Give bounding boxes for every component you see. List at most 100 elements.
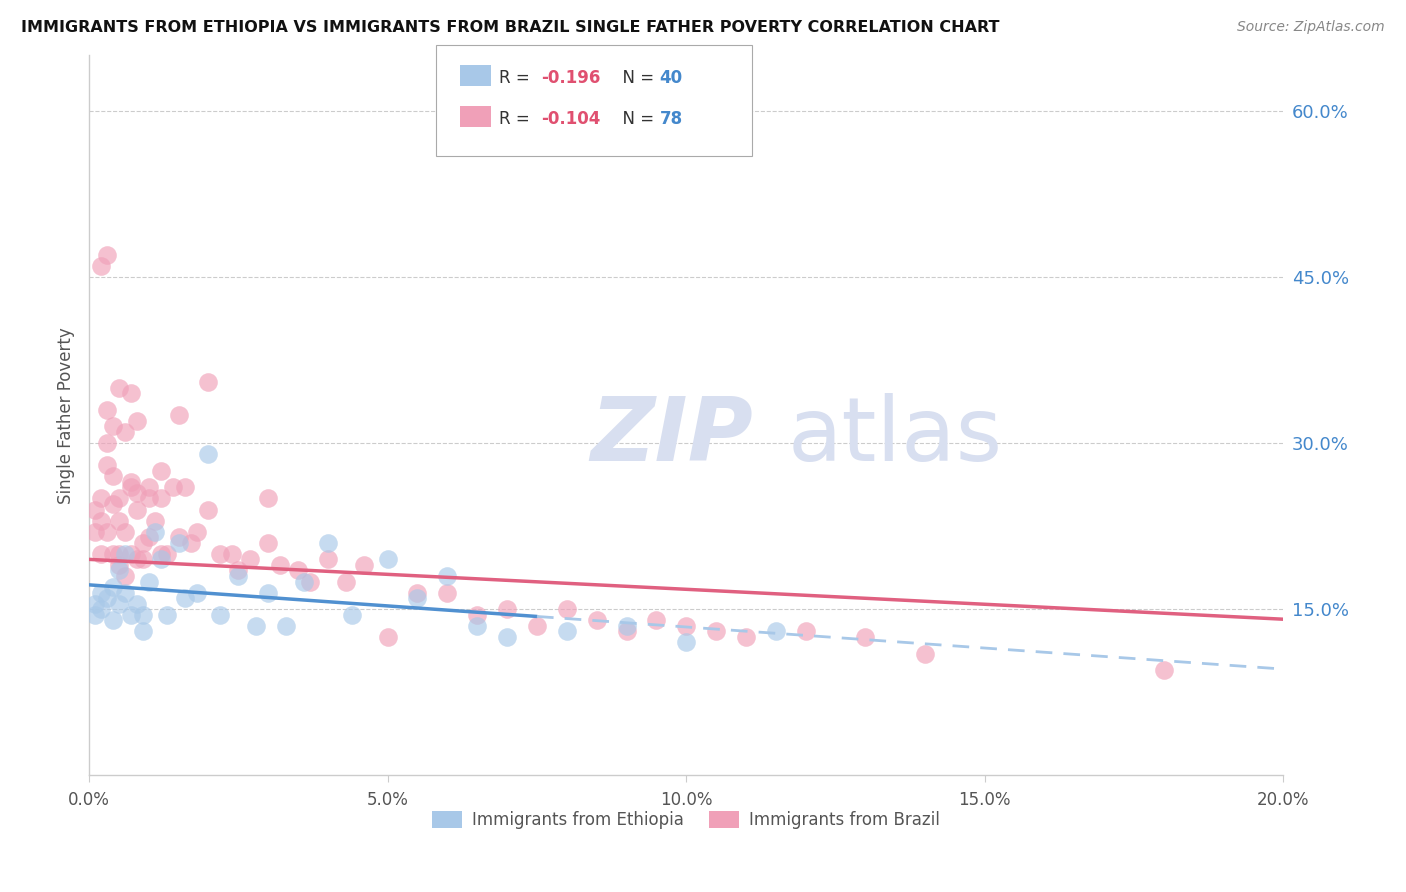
Point	[209, 547, 232, 561]
Point	[108, 491, 131, 506]
Point	[156, 607, 179, 622]
Point	[156, 547, 179, 561]
Point	[132, 624, 155, 639]
Point	[143, 514, 166, 528]
Point	[436, 569, 458, 583]
Text: N =: N =	[612, 110, 659, 128]
Point	[96, 436, 118, 450]
Point	[120, 547, 142, 561]
Point	[197, 375, 219, 389]
Point	[292, 574, 315, 589]
Point	[120, 480, 142, 494]
Point	[173, 591, 195, 606]
Point	[465, 619, 488, 633]
Point	[84, 502, 107, 516]
Point	[149, 547, 172, 561]
Point	[186, 524, 208, 539]
Point	[125, 486, 148, 500]
Point	[526, 619, 548, 633]
Point	[794, 624, 817, 639]
Point	[120, 475, 142, 489]
Text: -0.104: -0.104	[541, 110, 600, 128]
Point	[377, 630, 399, 644]
Point	[101, 469, 124, 483]
Point	[138, 530, 160, 544]
Point	[108, 381, 131, 395]
Point	[90, 585, 112, 599]
Point	[704, 624, 727, 639]
Point	[616, 624, 638, 639]
Point	[496, 630, 519, 644]
Point	[167, 535, 190, 549]
Point	[90, 547, 112, 561]
Text: 40: 40	[659, 69, 682, 87]
Point	[276, 619, 298, 633]
Point	[125, 597, 148, 611]
Point	[114, 585, 136, 599]
Point	[149, 464, 172, 478]
Point	[257, 491, 280, 506]
Point	[108, 514, 131, 528]
Point	[143, 524, 166, 539]
Text: -0.196: -0.196	[541, 69, 600, 87]
Point	[353, 558, 375, 572]
Point	[239, 552, 262, 566]
Point	[675, 635, 697, 649]
Point	[101, 580, 124, 594]
Point	[316, 535, 339, 549]
Point	[555, 602, 578, 616]
Text: ZIP: ZIP	[591, 393, 754, 481]
Point	[149, 491, 172, 506]
Point	[245, 619, 267, 633]
Point	[84, 607, 107, 622]
Point	[138, 480, 160, 494]
Point	[257, 535, 280, 549]
Point	[138, 574, 160, 589]
Y-axis label: Single Father Poverty: Single Father Poverty	[58, 327, 75, 504]
Point	[114, 524, 136, 539]
Point	[616, 619, 638, 633]
Point	[96, 591, 118, 606]
Text: R =: R =	[499, 69, 536, 87]
Point	[167, 409, 190, 423]
Text: N =: N =	[612, 69, 659, 87]
Point	[269, 558, 291, 572]
Point	[765, 624, 787, 639]
Point	[340, 607, 363, 622]
Point	[914, 647, 936, 661]
Point	[436, 585, 458, 599]
Point	[197, 447, 219, 461]
Point	[377, 552, 399, 566]
Point	[1153, 663, 1175, 677]
Point	[120, 607, 142, 622]
Point	[197, 502, 219, 516]
Point	[645, 613, 668, 627]
Point	[96, 458, 118, 473]
Point	[132, 535, 155, 549]
Legend: Immigrants from Ethiopia, Immigrants from Brazil: Immigrants from Ethiopia, Immigrants fro…	[426, 804, 946, 836]
Point	[96, 247, 118, 261]
Point	[90, 491, 112, 506]
Point	[287, 564, 309, 578]
Point	[180, 535, 202, 549]
Point	[90, 514, 112, 528]
Point	[120, 386, 142, 401]
Point	[209, 607, 232, 622]
Point	[228, 569, 250, 583]
Point	[90, 259, 112, 273]
Point	[101, 497, 124, 511]
Text: 78: 78	[659, 110, 682, 128]
Point	[167, 530, 190, 544]
Point	[101, 547, 124, 561]
Point	[132, 607, 155, 622]
Text: atlas: atlas	[787, 393, 1002, 481]
Point	[149, 552, 172, 566]
Point	[108, 547, 131, 561]
Point	[138, 491, 160, 506]
Point	[108, 564, 131, 578]
Point	[132, 552, 155, 566]
Point	[735, 630, 758, 644]
Point	[96, 402, 118, 417]
Point	[228, 564, 250, 578]
Text: IMMIGRANTS FROM ETHIOPIA VS IMMIGRANTS FROM BRAZIL SINGLE FATHER POVERTY CORRELA: IMMIGRANTS FROM ETHIOPIA VS IMMIGRANTS F…	[21, 20, 1000, 35]
